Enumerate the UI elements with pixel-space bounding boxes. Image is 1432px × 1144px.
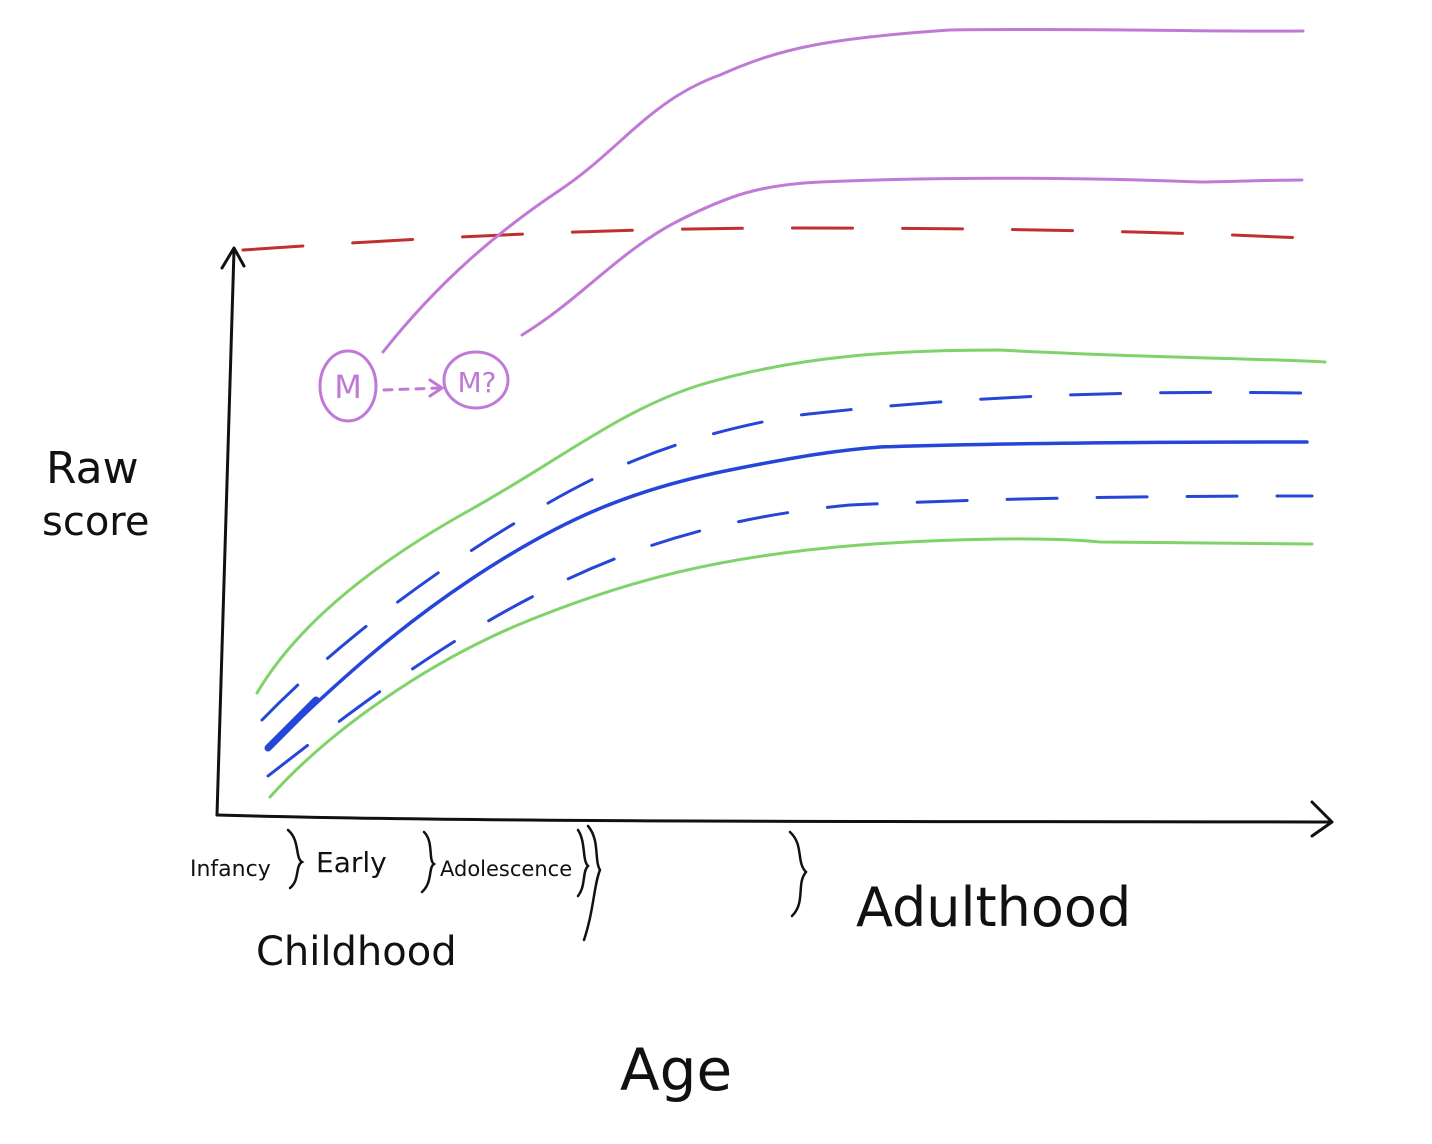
marker-m-question-circle (442, 350, 510, 410)
green-band-upper (255, 348, 1327, 695)
green-band-lower (268, 537, 1314, 799)
blue-sd-lower (266, 494, 1314, 778)
stage-early-label: Early (316, 846, 387, 879)
brace-adolescence-1 (576, 828, 590, 898)
y-axis-label-score: score (42, 499, 149, 545)
brace-infancy (286, 828, 305, 890)
stage-braces (286, 824, 808, 942)
marker-m-question-label: M? (457, 366, 496, 399)
brace-adolescence-2 (582, 824, 602, 942)
y-axis-arrowhead (220, 246, 246, 270)
y-axis (215, 248, 236, 817)
blue-sd-upper (260, 390, 1304, 722)
x-axis (215, 813, 1332, 824)
stage-infancy-label: Infancy (190, 857, 271, 882)
brace-adulthood (788, 830, 808, 918)
green-band (255, 348, 1327, 799)
purple-curve-upper (381, 27, 1305, 354)
ceiling-dashed-line (241, 226, 1342, 252)
marker-m-label: M (334, 368, 362, 406)
stage-childhood-label: Childhood (256, 929, 457, 975)
stage-adulthood-label: Adulthood (856, 876, 1131, 939)
blue-mean-line (266, 440, 1309, 750)
purple-curves (381, 27, 1305, 354)
y-axis-label-raw: Raw (46, 443, 139, 494)
brace-early (420, 830, 437, 894)
marker-arrow-dotted (382, 386, 442, 392)
stage-adolescence-label: Adolescence (440, 857, 572, 881)
marker-arrowhead (428, 378, 445, 398)
axes (215, 246, 1334, 838)
purple-markers (318, 349, 510, 423)
blue-sd-lines (260, 390, 1314, 778)
purple-curve-lower (520, 176, 1304, 337)
x-axis-arrowhead (1310, 800, 1334, 838)
x-axis-label-age: Age (620, 1036, 732, 1104)
marker-m-circle (318, 349, 378, 423)
blue-mean-line-thick-start (264, 696, 320, 752)
